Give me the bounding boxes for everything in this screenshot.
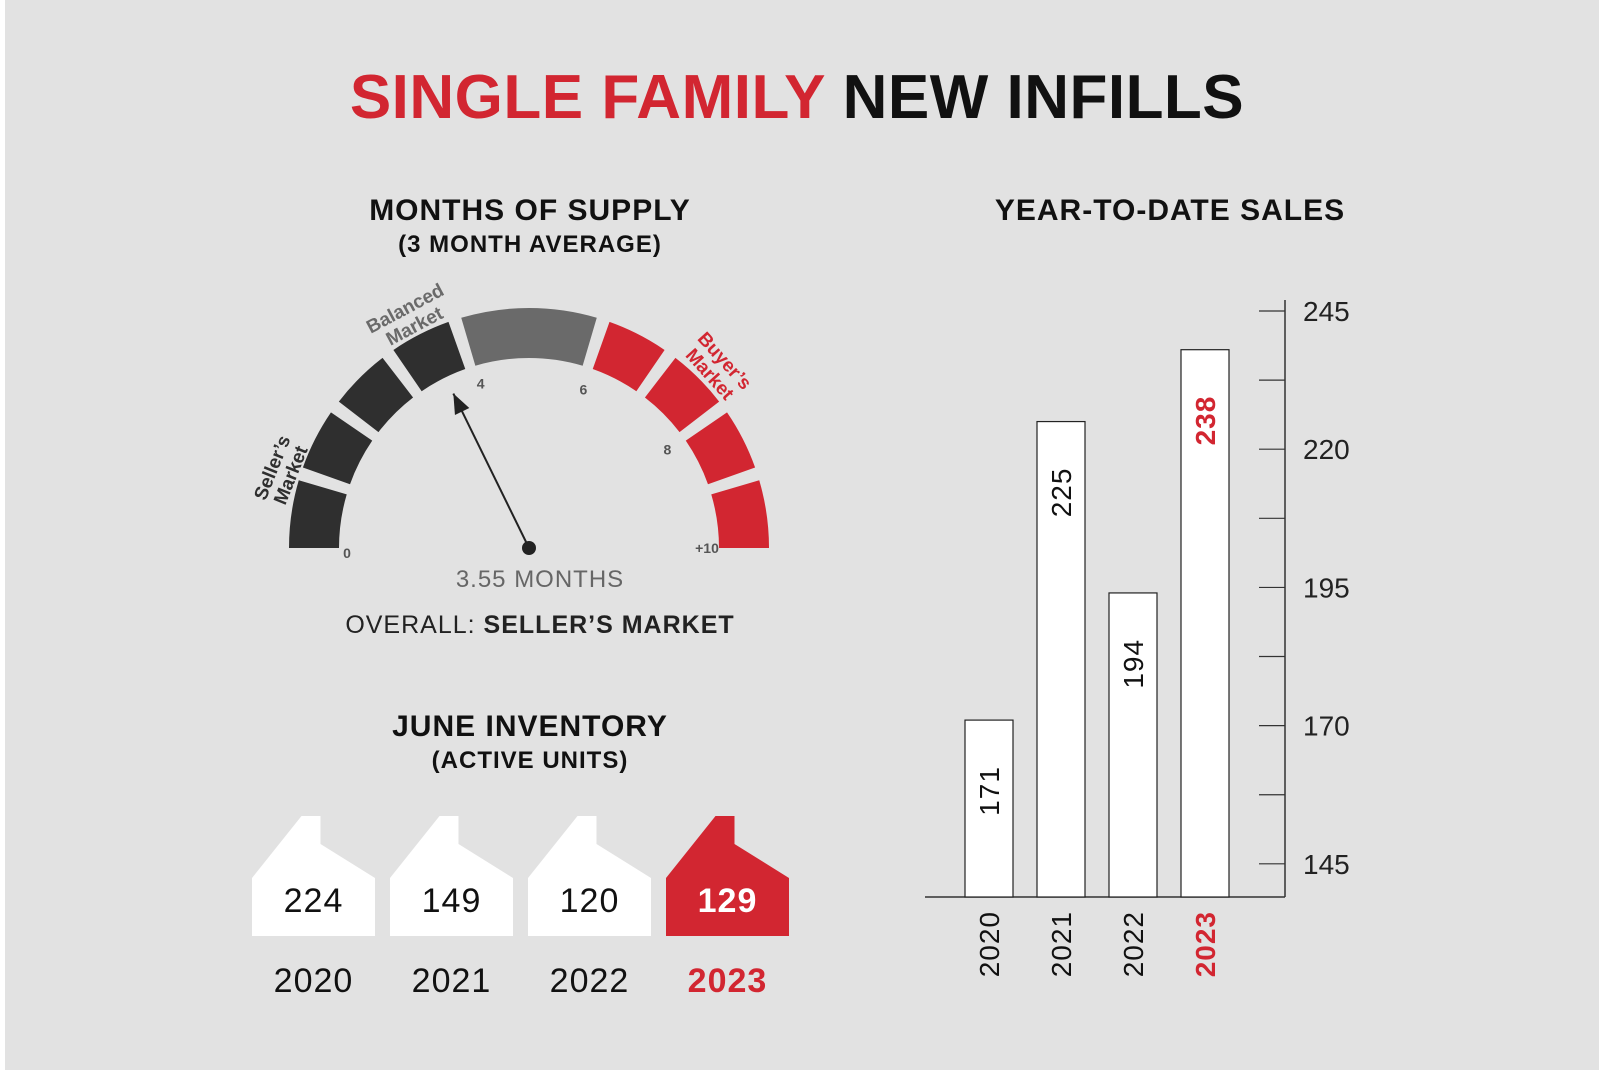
gauge-tick-label: 8 (663, 442, 671, 458)
ytd-tick-label: 195 (1303, 572, 1350, 603)
ytd-value-2022: 194 (1118, 639, 1149, 689)
overall-market-line: OVERALL: SELLER’S MARKET (300, 611, 780, 640)
ytd-tick-label: 145 (1303, 849, 1350, 880)
ytd-value-2023: 238 (1190, 396, 1221, 446)
gauge-tick-label: 6 (579, 382, 587, 398)
gauge-needle (452, 393, 530, 549)
gauge-needle-arrow (453, 393, 470, 416)
ytd-value-2021: 225 (1046, 468, 1077, 518)
supply-heading: MONTHS OF SUPPLY (369, 194, 691, 227)
gauge-tick-label: +10 (695, 540, 719, 556)
inventory-subheading: (ACTIVE UNITS) (431, 747, 629, 774)
inventory-value-2023: 129 (698, 882, 758, 920)
inventory-value-2022: 120 (560, 882, 620, 920)
ytd-bar-2021 (1036, 420, 1086, 898)
gauge-segment-5 (461, 308, 529, 366)
gauge-segment-10 (711, 480, 769, 548)
inventory-year-2021: 2021 (412, 962, 492, 1000)
ytd-year-2022: 2022 (1118, 911, 1149, 977)
gauge-segment-2 (302, 412, 373, 485)
ytd-year-2023: 2023 (1190, 911, 1221, 977)
inventory-value-2020: 224 (284, 882, 344, 920)
ytd-tick-label: 220 (1303, 434, 1350, 465)
inventory-house-2023 (666, 816, 789, 936)
page-title: SINGLE FAMILY NEW INFILLS (0, 62, 1594, 133)
inventory-house-2020 (252, 816, 375, 936)
gauge-tick-label: 0 (343, 545, 351, 561)
gauge-segment-9 (685, 412, 756, 485)
title-highlight: SINGLE FAMILY (349, 63, 825, 132)
inventory-year-2023: 2023 (688, 962, 768, 1000)
ytd-year-2020: 2020 (974, 911, 1005, 977)
ytd-tick-label: 245 (1303, 296, 1350, 327)
gauge-segment-4 (393, 321, 466, 392)
gauge-tick-label: 4 (477, 376, 485, 392)
ytd-bar-2022 (1108, 592, 1158, 898)
gauge-segment-3 (338, 357, 414, 433)
ytd-bar-2023 (1180, 349, 1230, 898)
gauge-segment-7 (592, 321, 665, 392)
gauge-segment-1 (289, 480, 347, 548)
gauge-hub (522, 541, 536, 555)
ytd-heading: YEAR-TO-DATE SALES (994, 194, 1346, 227)
inventory-house-2022 (528, 816, 651, 936)
inventory-heading: JUNE INVENTORY (392, 710, 668, 743)
title-rest: NEW INFILLS (842, 63, 1245, 132)
supply-subheading: (3 MONTH AVERAGE) (398, 231, 662, 258)
ytd-tick-label: 170 (1303, 711, 1350, 742)
gauge-segment-6 (529, 308, 597, 366)
inventory-house-2021 (390, 816, 513, 936)
ytd-year-2021: 2021 (1046, 911, 1077, 977)
inventory-year-2020: 2020 (274, 962, 354, 1000)
ytd-value-2020: 171 (974, 766, 1005, 816)
inventory-value-2021: 149 (422, 882, 482, 920)
ytd-bar-2020 (964, 719, 1014, 898)
overall-value: SELLER’S MARKET (483, 611, 735, 639)
gauge-segment-8 (644, 357, 720, 433)
inventory-year-2022: 2022 (550, 962, 630, 1000)
overall-prefix: OVERALL: (345, 611, 476, 639)
gauge-value-label: 3.55 MONTHS (455, 566, 625, 593)
